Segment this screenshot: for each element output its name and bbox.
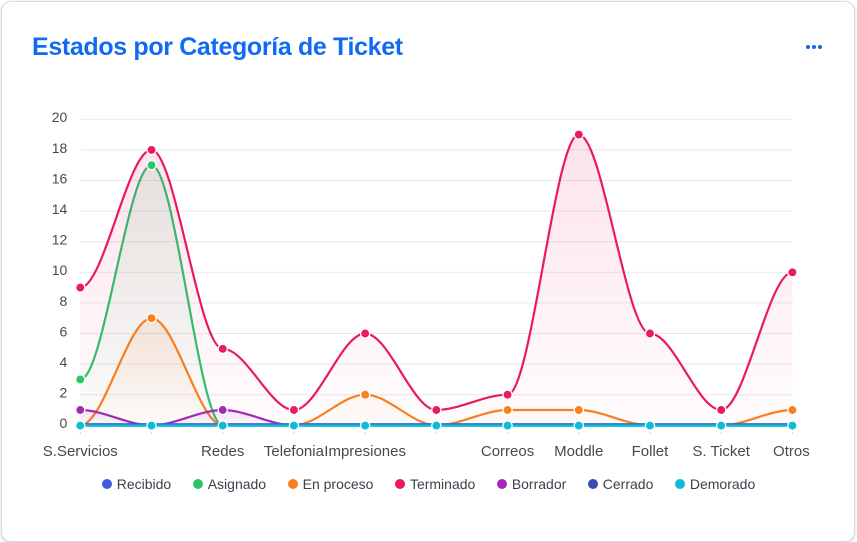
svg-text:8: 8	[60, 293, 68, 309]
svg-text:16: 16	[52, 170, 68, 186]
svg-text:0: 0	[60, 415, 68, 431]
svg-text:S. Ticket: S. Ticket	[692, 443, 750, 460]
svg-text:Redes: Redes	[201, 443, 244, 460]
svg-text:Telefonia: Telefonia	[264, 443, 325, 460]
svg-text:Correos: Correos	[481, 443, 534, 460]
svg-text:20: 20	[52, 109, 68, 125]
svg-text:4: 4	[60, 354, 68, 370]
svg-text:12: 12	[52, 232, 68, 248]
svg-text:2: 2	[60, 385, 68, 401]
svg-text:Moddle: Moddle	[554, 443, 603, 460]
svg-text:Otros: Otros	[773, 443, 810, 460]
svg-text:18: 18	[52, 140, 68, 156]
svg-text:Impresiones: Impresiones	[324, 443, 406, 460]
svg-text:6: 6	[60, 323, 68, 339]
svg-text:14: 14	[52, 201, 68, 217]
svg-text:S.Servicios: S.Servicios	[43, 443, 118, 460]
svg-text:10: 10	[52, 262, 68, 278]
svg-text:Follet: Follet	[632, 443, 670, 460]
